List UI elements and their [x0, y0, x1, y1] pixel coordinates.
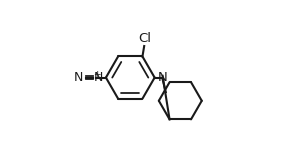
Text: +: + [93, 70, 101, 79]
Text: N: N [94, 71, 103, 84]
Text: Cl: Cl [138, 32, 151, 45]
Text: N: N [158, 71, 168, 84]
Text: N: N [74, 71, 84, 84]
